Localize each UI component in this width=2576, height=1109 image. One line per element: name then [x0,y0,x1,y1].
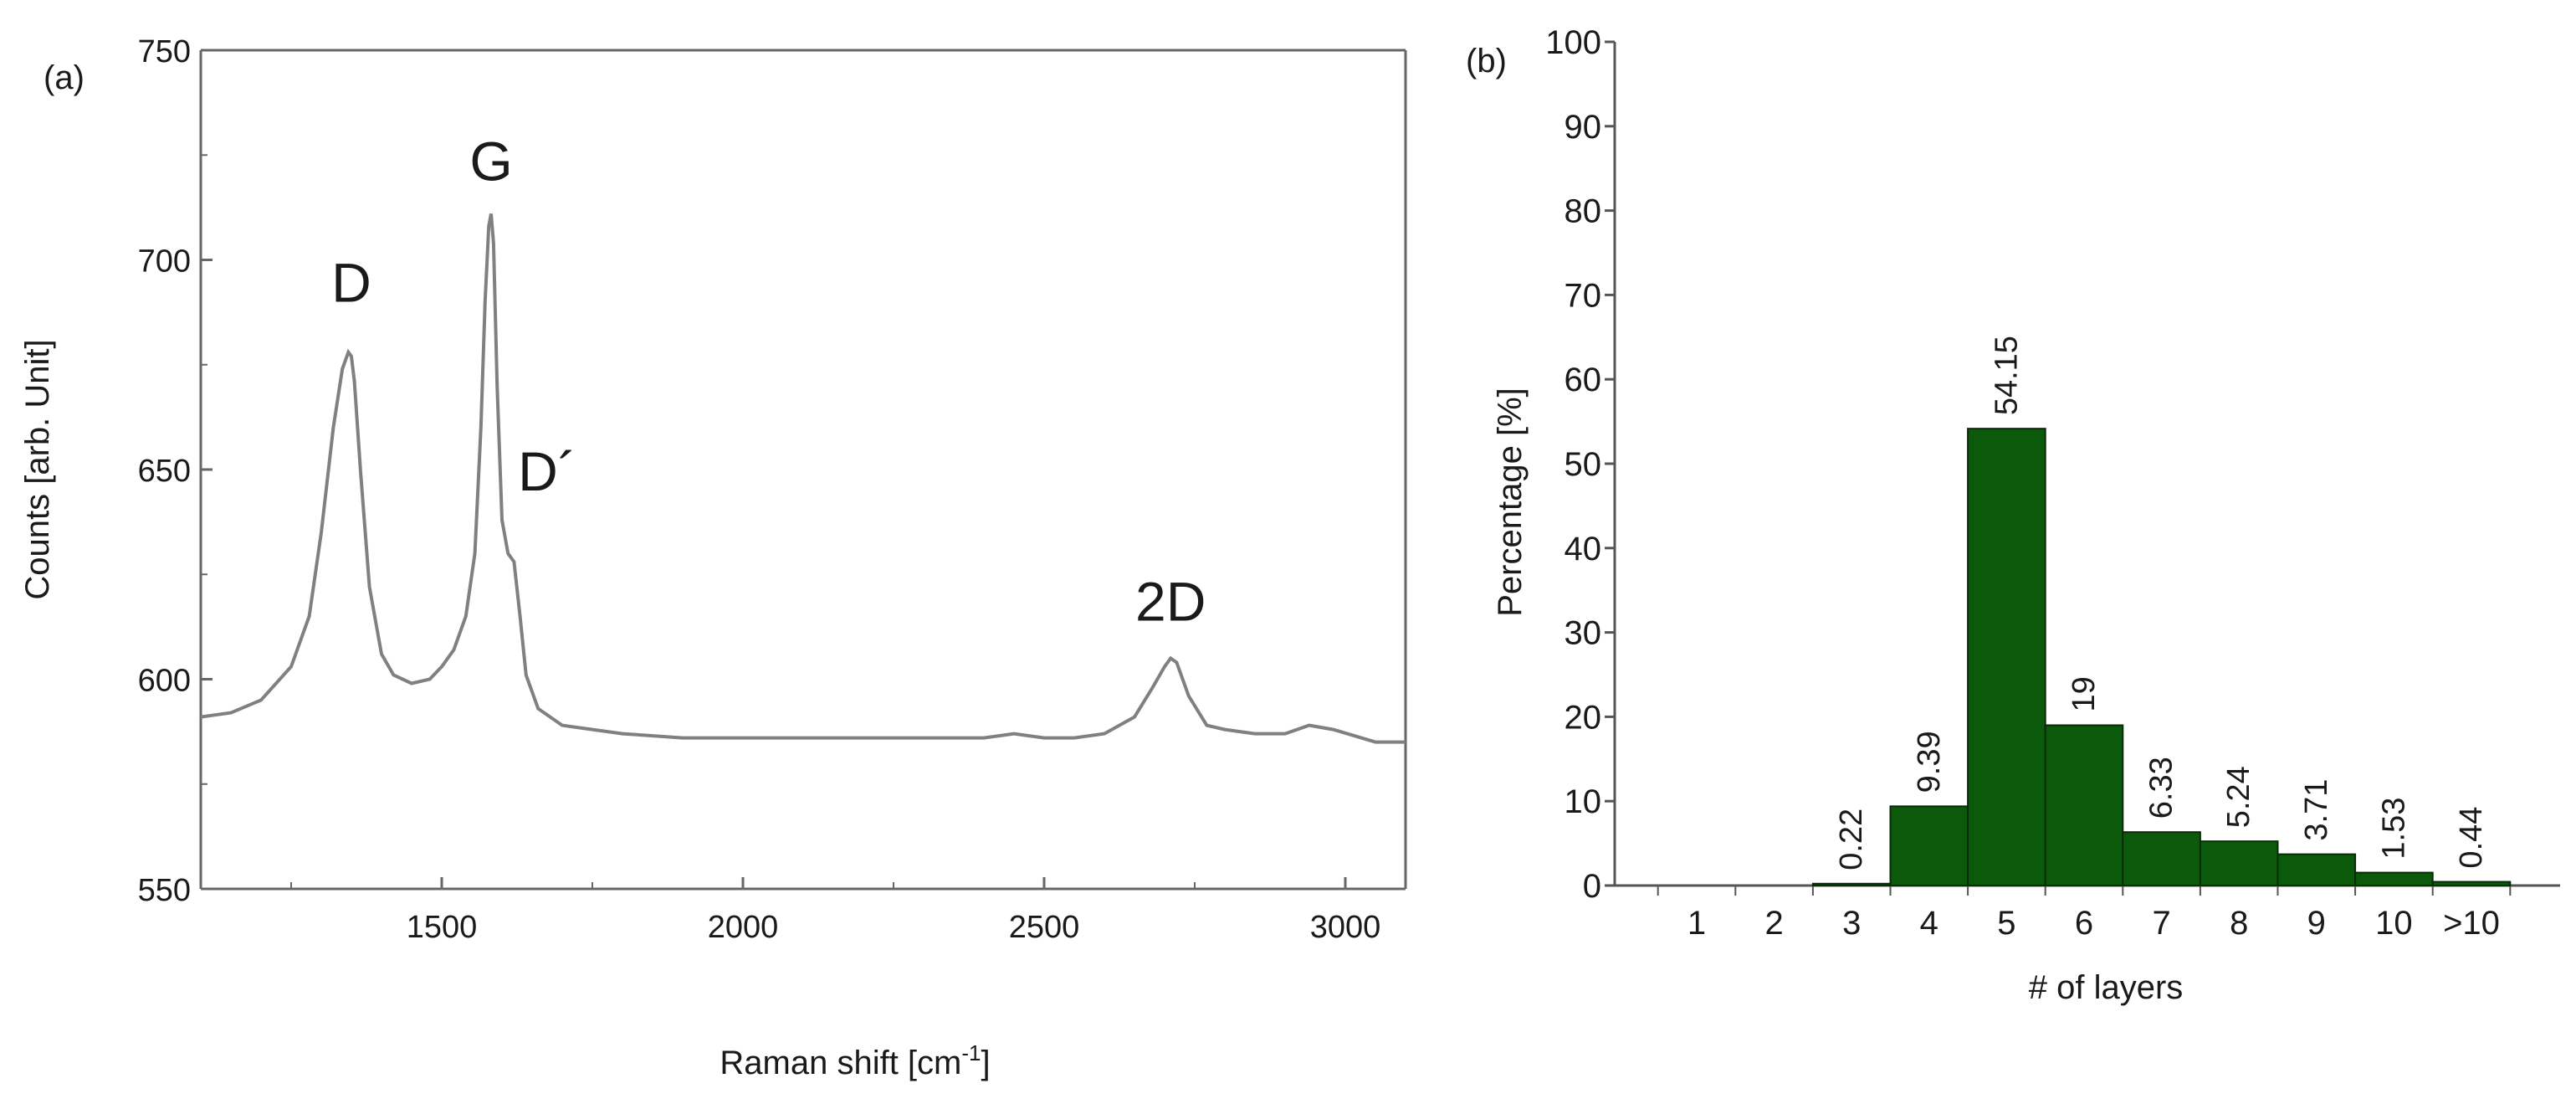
histogram-bar [1967,428,2046,886]
plot-a-ticks: 1500 2000 2500 3000 550 600 650 700 750 [138,34,1381,945]
panel-label-b: (b) [1466,43,1507,80]
x-tick-label: 6 [2075,905,2093,942]
y-tick-label: 90 [1565,109,1602,146]
x-tick-label: 1500 [407,910,478,945]
histogram-bar [2354,871,2434,887]
panel-label-a: (a) [44,59,85,96]
x-tick-label: 9 [2307,905,2326,942]
peak-label: D´ [518,440,576,502]
plot-a-x-axis-label-main: Raman shift [cm [720,1045,961,1081]
plot-b-x-axis-label: # of layers [2029,969,2184,1006]
histogram-bar [2122,831,2201,887]
y-tick-label: 750 [138,34,191,69]
peak-label: 2D [1135,570,1206,632]
histogram-bar-labels: 0.22 9.39 54.15 19 6.33 5.24 3.71 1.53 0.44 [1834,336,2489,870]
plot-a-x-axis-label-superscript: -1 [961,1040,981,1065]
bar-value-label: 19 [2066,676,2102,711]
bar-value-label: 5.24 [2221,766,2256,828]
bar-value-label: 1.53 [2376,798,2411,860]
peak-label: D [331,252,371,314]
y-tick-label: 650 [138,454,191,489]
x-tick-label: 2000 [708,910,779,945]
x-tick-label: 10 [2375,905,2413,942]
plot-b-y-axis-label: Percentage [%] [1492,388,1529,617]
raman-spectrum-panel: (a) 1500 2000 2500 3000 550 600 650 700 750 D G D´… [19,34,1407,1081]
x-tick-label: 2500 [1009,910,1080,945]
x-tick-label: 1 [1687,905,1706,942]
histogram-bar [2044,724,2124,886]
plot-b-ticks: 0 10 20 30 40 50 60 70 80 90 100 1 2 3 4 5 6 7 8 9 10 >10 [1545,24,2512,942]
x-tick-label: 5 [1997,905,2015,942]
x-tick-label: 8 [2230,905,2248,942]
y-tick-label: 30 [1565,615,1602,652]
y-tick-label: 600 [138,664,191,699]
bar-value-label: 0.44 [2454,807,2489,869]
y-tick-label: 0 [1583,868,1601,905]
plot-a-x-axis-label-suffix: ] [981,1045,990,1081]
y-tick-label: 50 [1565,446,1602,483]
histogram-bar [1811,882,1892,886]
y-tick-label: 550 [138,873,191,908]
x-tick-label: 3 [1842,905,1861,942]
bar-value-label: 54.15 [1989,336,2024,415]
plot-a-y-axis-label: Counts [arb. Unit] [19,339,56,599]
bar-value-label: 0.22 [1834,809,1869,870]
peak-annotations: D G D´ 2D [331,130,1206,632]
y-tick-label: 10 [1565,783,1602,820]
layer-histogram-panel: (b) 0 10 20 30 40 50 60 70 80 90 100 1 2 3 4 5 6 7 8 9 10 >10… [1466,24,2560,1006]
y-tick-label: 70 [1565,277,1602,314]
histogram-bar [2199,840,2279,886]
x-tick-label: >10 [2443,905,2500,942]
bar-value-label: 9.39 [1912,731,1947,793]
histogram-bar [1889,805,1969,887]
y-tick-label: 80 [1565,193,1602,230]
x-tick-label: 2 [1764,905,1783,942]
x-tick-label: 3000 [1310,910,1381,945]
y-tick-label: 700 [138,244,191,280]
plot-a-x-axis-label: Raman shift [cm-1] [720,1040,990,1081]
histogram-bars [1811,428,2512,887]
peak-label: G [469,130,512,192]
y-tick-label: 60 [1565,362,1602,398]
histogram-bar [2276,853,2357,887]
y-tick-label: 40 [1565,531,1602,567]
y-tick-label: 100 [1545,24,1601,61]
raman-spectrum-line [200,213,1406,744]
x-tick-label: 4 [1920,905,1938,942]
y-tick-label: 20 [1565,699,1602,736]
bar-value-label: 6.33 [2144,757,2179,819]
bar-value-label: 3.71 [2299,779,2334,841]
x-tick-label: 7 [2152,905,2170,942]
histogram-bar [2431,881,2512,887]
